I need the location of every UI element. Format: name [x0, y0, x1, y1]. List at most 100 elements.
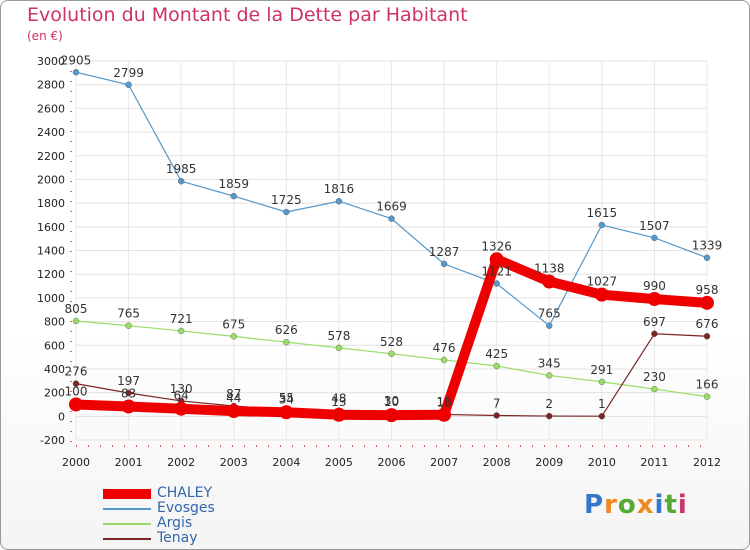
evosges-data-label: 1985: [166, 162, 197, 176]
tenay-data-label: 197: [117, 374, 140, 388]
logo-letter: o: [617, 490, 637, 520]
chaley-data-label: 990: [643, 279, 666, 293]
chaley-point: [437, 407, 452, 422]
argis-data-label: 721: [170, 312, 193, 326]
evosges-data-label: 2905: [61, 53, 92, 67]
y-tick-label: 2600: [37, 102, 65, 115]
evosges-point: [493, 280, 500, 287]
argis-point: [651, 385, 658, 393]
y-tick-label: 200: [44, 387, 65, 400]
y-tick-label: 2000: [37, 173, 65, 186]
y-tick-label: 2400: [37, 126, 65, 139]
x-tick-label: 2010: [588, 456, 616, 469]
legend-swatch-chaley: [103, 489, 151, 499]
y-tick-label: 600: [44, 339, 65, 352]
evosges-point: [72, 69, 80, 76]
unit-label: (en €): [27, 29, 63, 43]
chaley-data-label: 44: [226, 391, 241, 405]
argis-point: [177, 327, 185, 335]
chaley-data-label: 34: [279, 392, 294, 406]
chaley-point: [384, 408, 399, 423]
chaley-data-label: 1138: [534, 262, 565, 276]
evosges-data-label: 1669: [376, 200, 407, 214]
x-tick-label: 2009: [535, 456, 563, 469]
tenay-data-label: 30: [384, 394, 399, 408]
x-tick-label: 2011: [640, 456, 668, 469]
evosges-point: [177, 178, 185, 185]
chaley-data-label: 13: [436, 395, 451, 409]
logo-letter: i: [654, 490, 665, 520]
tenay-point: [493, 412, 500, 419]
proxiti-logo: Proxiti: [584, 490, 688, 520]
logo-letter: r: [604, 490, 618, 520]
legend-label-argis: Argis: [157, 515, 193, 531]
chaley-data-label: 1326: [481, 239, 512, 253]
chaley-point: [226, 404, 241, 419]
logo-letter: x: [636, 490, 655, 520]
argis-data-label: 166: [696, 378, 719, 392]
argis-point: [598, 378, 606, 386]
argis-data-label: 291: [590, 363, 613, 377]
legend-swatch-evosges: [103, 508, 151, 510]
chart-title: Evolution du Montant de la Dette par Hab…: [27, 4, 468, 26]
y-tick-label: 3000: [37, 55, 65, 68]
chaley-point: [331, 407, 346, 422]
tenay-data-label: 48: [331, 392, 346, 406]
evosges-point: [598, 221, 606, 229]
tenay-data-label: 55: [279, 391, 294, 405]
x-tick-label: 2007: [430, 456, 458, 469]
x-tick-label: 2000: [62, 456, 90, 469]
evosges-data-label: 1859: [218, 177, 249, 191]
evosges-point: [230, 192, 237, 200]
tenay-data-label: 276: [65, 365, 88, 379]
argis-point: [230, 333, 237, 340]
legend-label-chaley: CHALEY: [157, 485, 213, 501]
y-tick-label: 1800: [37, 197, 65, 210]
evosges-data-label: 1507: [639, 219, 670, 233]
evosges-point: [651, 234, 658, 242]
x-tick-label: 2006: [378, 456, 406, 469]
evosges-point: [388, 215, 395, 222]
argis-data-label: 425: [485, 347, 508, 361]
y-tick-label: 2800: [37, 79, 65, 92]
chaley-data-label: 64: [174, 389, 189, 403]
y-tick-label: 1000: [37, 292, 65, 305]
chaley-data-label: 10: [384, 395, 399, 409]
argis-point: [546, 372, 553, 379]
argis-point: [72, 317, 80, 325]
tenay-point: [546, 412, 553, 420]
x-tick-label: 2004: [272, 456, 300, 469]
y-tick-label: 0: [58, 410, 65, 423]
argis-point: [125, 322, 132, 329]
chaley-data-label: 83: [121, 386, 136, 400]
logo-letter: t: [664, 490, 678, 520]
evosges-point: [440, 260, 448, 268]
argis-point: [388, 350, 395, 357]
tenay-point: [125, 389, 132, 397]
x-tick-label: 2005: [325, 456, 353, 469]
tenay-data-label: 7: [493, 396, 501, 410]
legend-swatch-argis: [103, 523, 151, 525]
tenay-data-label: 697: [643, 315, 666, 329]
chaley-point: [647, 292, 662, 307]
tenay-point: [72, 380, 80, 387]
argis-data-label: 578: [327, 329, 350, 343]
chaley-data-label: 13: [331, 395, 346, 409]
tenay-data-label: 2: [545, 397, 553, 411]
argis-data-label: 626: [275, 323, 298, 337]
evosges-data-label: 1287: [429, 245, 460, 259]
argis-point: [335, 344, 343, 352]
tenay-point: [703, 333, 711, 340]
argis-data-label: 805: [65, 302, 88, 316]
evosges-data-label: 2799: [113, 66, 144, 80]
legend-label-evosges: Evosges: [157, 500, 215, 516]
chaley-data-label: 100: [65, 384, 88, 398]
y-tick-label: -200: [40, 434, 65, 447]
y-tick-label: 2200: [37, 150, 65, 163]
x-tick-label: 2008: [483, 456, 511, 469]
y-tick-label: 800: [44, 316, 65, 329]
argis-data-label: 230: [643, 370, 666, 384]
evosges-point: [546, 322, 553, 329]
chaley-point: [594, 287, 609, 302]
y-tick-label: 1600: [37, 221, 65, 234]
